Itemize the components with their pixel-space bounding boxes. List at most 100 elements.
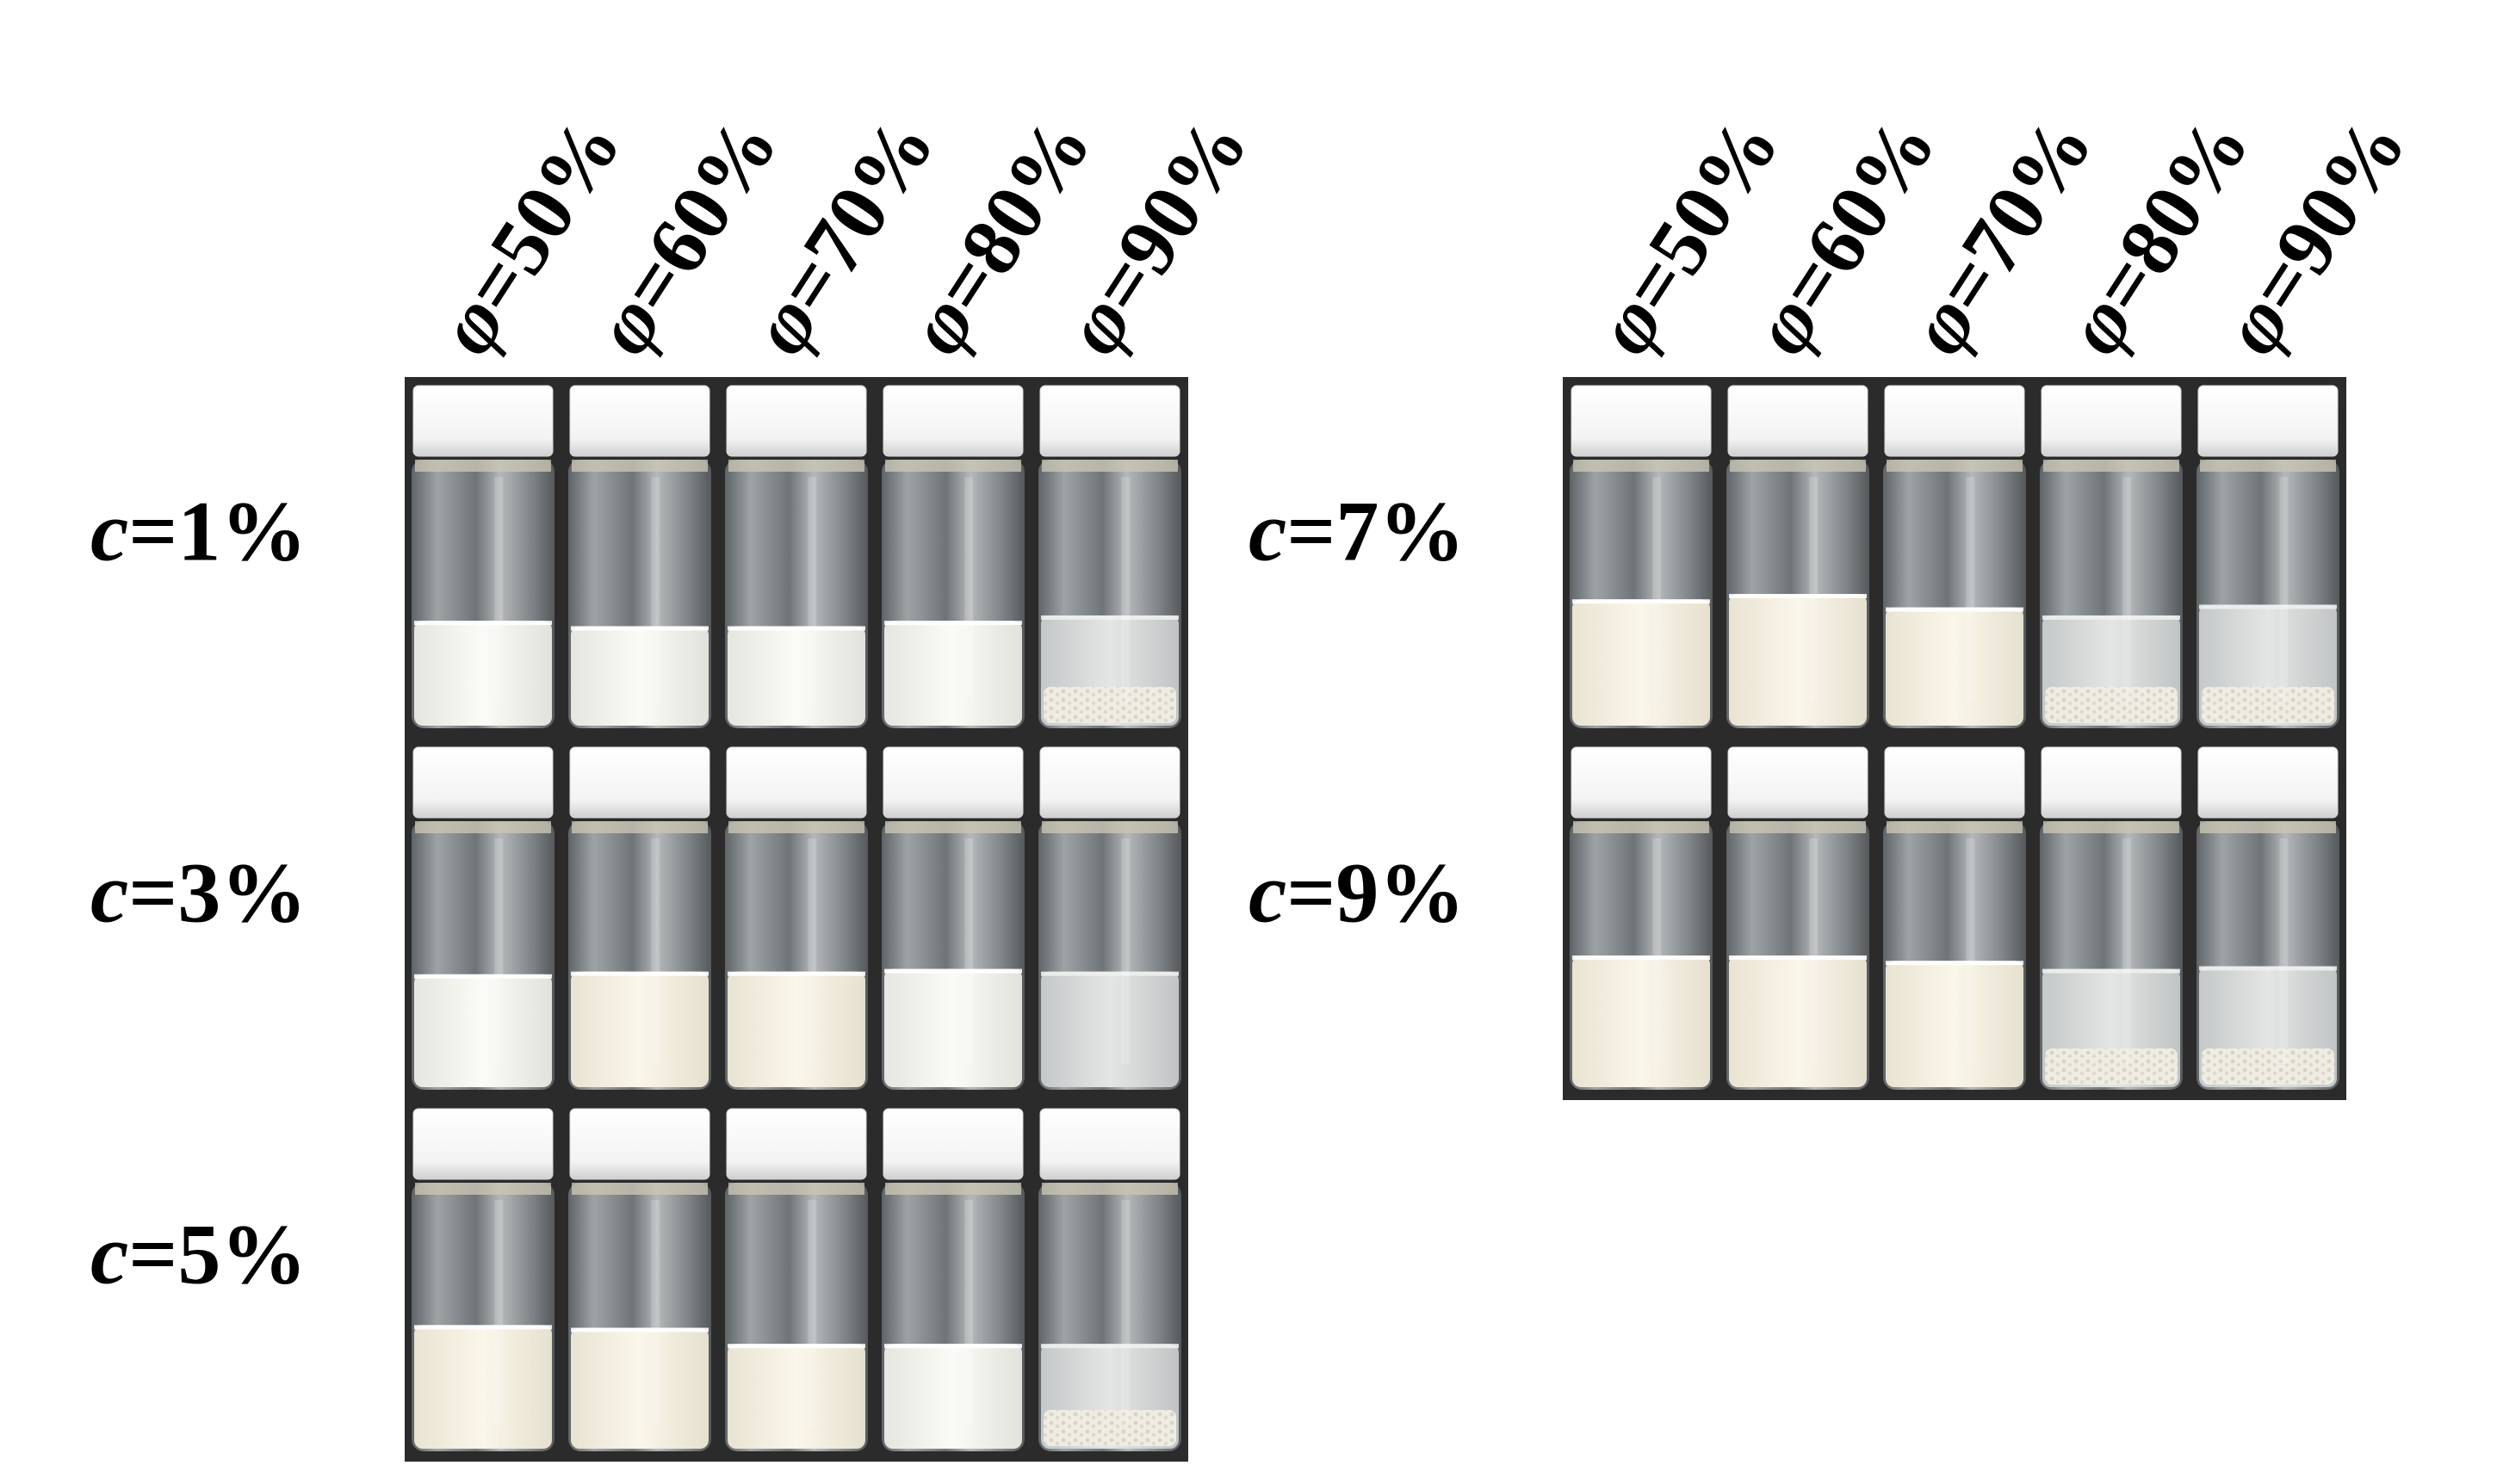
vial-cap xyxy=(726,746,867,819)
vial-neck xyxy=(1730,821,1866,833)
vial-emulsion-level xyxy=(571,971,709,1087)
vial-sediment xyxy=(1044,687,1176,723)
vial-meniscus xyxy=(1886,607,2023,612)
vial-cap xyxy=(726,385,867,457)
vial-neck xyxy=(1573,460,1709,472)
right-vial-r1-c5 xyxy=(2196,385,2339,728)
vial-neck xyxy=(2200,460,2336,472)
row-label-value: =9% xyxy=(1286,844,1465,940)
vial-emulsion-level xyxy=(1886,961,2023,1087)
vial-meniscus xyxy=(2199,604,2337,609)
right-vial-r1-c1 xyxy=(1570,385,1713,728)
right-vial-r2-c4 xyxy=(2040,746,2183,1090)
left-row-1 xyxy=(412,385,1181,728)
vial-neck xyxy=(728,821,864,833)
vial-highlight xyxy=(1966,838,1975,1064)
right-vial-r1-c2 xyxy=(1726,385,1869,728)
vial-cap xyxy=(1727,746,1868,819)
vial-emulsion-level xyxy=(728,626,865,726)
column-label-value: =90% xyxy=(1072,101,1265,329)
vial-cap xyxy=(2041,746,2182,819)
right-vial-r2-c2 xyxy=(1726,746,1869,1090)
vial-meniscus xyxy=(571,1327,709,1333)
vial-highlight xyxy=(1652,477,1662,702)
vial-sediment xyxy=(1044,1410,1176,1446)
vial-highlight xyxy=(651,838,660,1064)
vial-highlight xyxy=(808,1200,817,1425)
right-row-2 xyxy=(1570,746,2339,1090)
vial-cap xyxy=(569,746,710,819)
vial-emulsion-level xyxy=(1729,594,1867,726)
vial-neck xyxy=(2200,821,2336,833)
vial-cap xyxy=(1039,385,1180,457)
left-vial-r2-c4 xyxy=(882,746,1025,1090)
vial-cap xyxy=(412,746,554,819)
right-vial-r2-c3 xyxy=(1883,746,2026,1090)
vial-meniscus xyxy=(728,626,865,631)
vial-meniscus xyxy=(1729,955,1867,960)
left-panel: c=1%c=3%c=5%φ=50%φ=60%φ=70%φ=80%φ=90% xyxy=(90,101,1266,1462)
vial-cap xyxy=(1039,1108,1180,1180)
row-label-value: =3% xyxy=(128,844,307,940)
vial-highlight xyxy=(2279,838,2289,1064)
vial-meniscus xyxy=(414,621,552,626)
vial-cap xyxy=(1039,746,1180,819)
vial-highlight xyxy=(1809,838,1819,1064)
right-vial-r2-c1 xyxy=(1570,746,1713,1090)
vial-meniscus xyxy=(1041,1344,1179,1349)
vial-meniscus xyxy=(884,968,1022,974)
vial-meniscus xyxy=(1572,955,1710,960)
vial-cap xyxy=(412,1108,554,1180)
vial-highlight xyxy=(1966,477,1975,702)
vial-meniscus xyxy=(884,1344,1022,1349)
vial-neck xyxy=(415,1183,551,1195)
vial-highlight xyxy=(494,838,504,1064)
vial-neck xyxy=(1887,821,2023,833)
row-label-variable: c xyxy=(90,1206,128,1302)
left-row-label-1: c=1% xyxy=(90,483,307,578)
vial-cap xyxy=(1884,746,2025,819)
vial-meniscus xyxy=(414,974,552,979)
left-row-label-2: c=3% xyxy=(90,844,307,940)
right-panel: c=7%c=9%φ=50%φ=60%φ=70%φ=80%φ=90% xyxy=(1248,101,2424,1100)
vial-meniscus xyxy=(571,971,709,976)
vial-emulsion-level xyxy=(1572,599,1710,726)
right-vial-r1-c4 xyxy=(2040,385,2183,728)
vial-neck xyxy=(2043,821,2179,833)
vial-cap xyxy=(883,385,1024,457)
vial-sediment xyxy=(2045,1048,2178,1085)
vial-neck xyxy=(885,460,1021,472)
vial-emulsion-level xyxy=(884,968,1022,1087)
right-row-1 xyxy=(1570,385,2339,728)
vial-meniscus xyxy=(1886,961,2023,966)
vial-neck xyxy=(885,821,1021,833)
vial-cap xyxy=(569,1108,710,1180)
vial-meniscus xyxy=(1041,971,1179,976)
row-label-value: =1% xyxy=(128,483,307,578)
vial-highlight xyxy=(1809,477,1819,702)
vial-neck xyxy=(572,821,708,833)
left-vial-r1-c1 xyxy=(412,385,555,728)
vial-cap xyxy=(2041,385,2182,457)
left-vial-r1-c5 xyxy=(1038,385,1181,728)
vial-cap xyxy=(726,1108,867,1180)
row-label-variable: c xyxy=(1248,483,1286,578)
vial-highlight xyxy=(2122,477,2132,702)
vial-cap xyxy=(1884,385,2025,457)
vial-neck xyxy=(1730,460,1866,472)
vial-highlight xyxy=(808,477,817,702)
vial-meniscus xyxy=(1572,599,1710,604)
vial-cap xyxy=(2197,385,2339,457)
vial-meniscus xyxy=(1729,594,1867,598)
left-vial-r3-c4 xyxy=(882,1108,1025,1451)
vial-highlight xyxy=(494,1200,504,1425)
left-vial-r1-c3 xyxy=(725,385,868,728)
row-label-value: =5% xyxy=(128,1206,307,1302)
vial-emulsion-level xyxy=(571,626,709,726)
vial-meniscus xyxy=(884,621,1022,626)
vial-neck xyxy=(885,1183,1021,1195)
vial-highlight xyxy=(808,838,817,1064)
vial-highlight xyxy=(2122,838,2132,1064)
vial-highlight xyxy=(1652,838,1662,1064)
